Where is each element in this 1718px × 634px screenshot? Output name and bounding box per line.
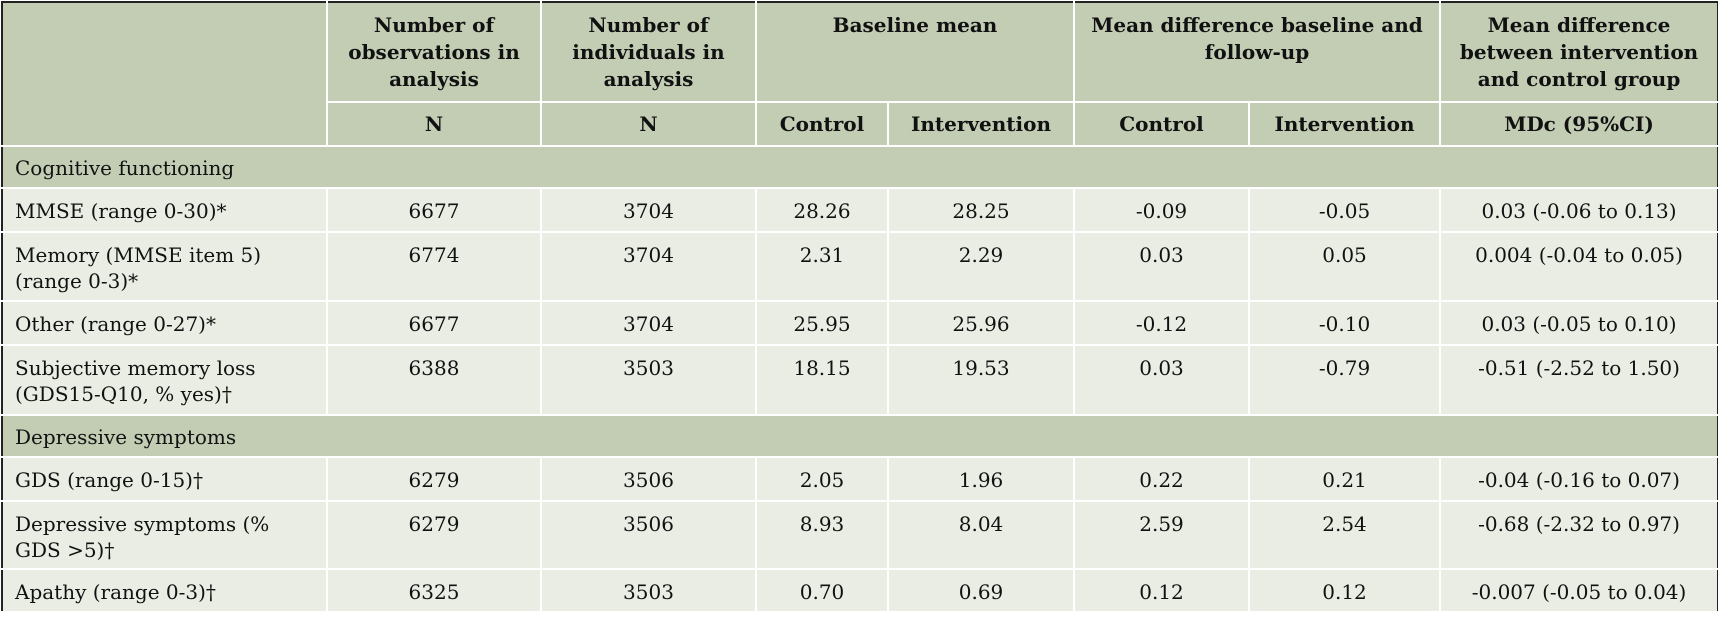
cell-baseline-control: 2.31 [756,232,889,302]
cell-diff-intervention: 0.12 [1249,569,1442,613]
table-row: Apathy (range 0-3)† 6325 3503 0.70 0.69 … [2,569,1718,613]
table-row: Depressive symptoms (% GDS >5)† 6279 350… [2,501,1718,570]
section-row-depressive: Depressive symptoms [2,415,1718,458]
cell-diff-intervention: 0.21 [1249,457,1442,502]
cell-baseline-intervention: 28.25 [888,188,1076,233]
cell-individuals: 3704 [541,301,757,346]
header-individuals: Number of individuals in analysis [541,2,757,103]
row-label: Memory (MMSE item 5) (range 0-3)* [2,232,328,302]
header-baseline-mean: Baseline mean [756,2,1076,103]
cell-diff-control: 0.03 [1074,345,1251,416]
cell-mdc: -0.51 (-2.52 to 1.50) [1440,345,1718,416]
cell-individuals: 3503 [541,345,757,416]
cell-baseline-intervention: 19.53 [888,345,1076,416]
cell-observations: 6677 [327,188,542,233]
subheader-diff-intervention: Intervention [1249,102,1442,147]
cell-diff-intervention: -0.10 [1249,301,1442,346]
subheader-baseline-control: Control [756,102,889,147]
section-title: Cognitive functioning [2,146,1718,189]
table-row: Subjective memory loss (GDS15-Q10, % yes… [2,345,1718,416]
subheader-diff-control: Control [1074,102,1251,147]
cell-baseline-control: 0.70 [756,569,889,613]
cell-observations: 6774 [327,232,542,302]
cell-diff-intervention: 0.05 [1249,232,1442,302]
cell-baseline-control: 8.93 [756,501,889,570]
row-label: MMSE (range 0-30)* [2,188,328,233]
cell-mdc: 0.03 (-0.06 to 0.13) [1440,188,1718,233]
cell-mdc: -0.68 (-2.32 to 0.97) [1440,501,1718,570]
cell-individuals: 3506 [541,457,757,502]
section-row-cognitive: Cognitive functioning [2,146,1718,189]
subheader-n-individuals: N [541,102,757,147]
header-mean-difference: Mean difference baseline and follow-up [1074,2,1442,103]
cell-individuals: 3704 [541,232,757,302]
cell-baseline-intervention: 8.04 [888,501,1076,570]
cell-diff-intervention: 2.54 [1249,501,1442,570]
cell-diff-intervention: -0.79 [1249,345,1442,416]
cell-diff-control: -0.09 [1074,188,1251,233]
cell-observations: 6325 [327,569,542,613]
header-row: Number of observations in analysis Numbe… [2,2,1718,147]
cell-diff-control: -0.12 [1074,301,1251,346]
row-label: Apathy (range 0-3)† [2,569,328,613]
cell-observations: 6279 [327,457,542,502]
cell-baseline-intervention: 0.69 [888,569,1076,613]
header-observations: Number of observations in analysis [327,2,542,103]
row-label: Depressive symptoms (% GDS >5)† [2,501,328,570]
row-label: GDS (range 0-15)† [2,457,328,502]
cell-diff-control: 0.03 [1074,232,1251,302]
subheader-row: N N Control Intervention Control Interve… [2,102,1718,147]
cell-observations: 6279 [327,501,542,570]
header-empty-cell [2,2,328,147]
header-mean-difference-groups: Mean difference between intervention and… [1440,2,1718,103]
table-row: Other (range 0-27)* 6677 3704 25.95 25.9… [2,301,1718,346]
row-label: Other (range 0-27)* [2,301,328,346]
cell-baseline-control: 18.15 [756,345,889,416]
cell-baseline-intervention: 1.96 [888,457,1076,502]
cell-baseline-control: 25.95 [756,301,889,346]
cell-individuals: 3503 [541,569,757,613]
cell-individuals: 3704 [541,188,757,233]
section-title: Depressive symptoms [2,415,1718,458]
cell-diff-control: 2.59 [1074,501,1251,570]
cell-observations: 6677 [327,301,542,346]
cell-baseline-intervention: 2.29 [888,232,1076,302]
cell-baseline-intervention: 25.96 [888,301,1076,346]
cell-baseline-control: 2.05 [756,457,889,502]
table-row: MMSE (range 0-30)* 6677 3704 28.26 28.25… [2,188,1718,233]
cell-observations: 6388 [327,345,542,416]
cell-mdc: -0.007 (-0.05 to 0.04) [1440,569,1718,613]
cell-diff-intervention: -0.05 [1249,188,1442,233]
subheader-baseline-intervention: Intervention [888,102,1076,147]
subheader-mdc: MDc (95%CI) [1440,102,1718,147]
results-table: Number of observations in analysis Numbe… [1,1,1718,613]
cell-individuals: 3506 [541,501,757,570]
cell-mdc: 0.03 (-0.05 to 0.10) [1440,301,1718,346]
table-row: GDS (range 0-15)† 6279 3506 2.05 1.96 0.… [2,457,1718,502]
cell-mdc: 0.004 (-0.04 to 0.05) [1440,232,1718,302]
cell-diff-control: 0.12 [1074,569,1251,613]
cell-baseline-control: 28.26 [756,188,889,233]
cell-diff-control: 0.22 [1074,457,1251,502]
table-row: Memory (MMSE item 5) (range 0-3)* 6774 3… [2,232,1718,302]
cell-mdc: -0.04 (-0.16 to 0.07) [1440,457,1718,502]
row-label: Subjective memory loss (GDS15-Q10, % yes… [2,345,328,416]
subheader-n-observations: N [327,102,542,147]
